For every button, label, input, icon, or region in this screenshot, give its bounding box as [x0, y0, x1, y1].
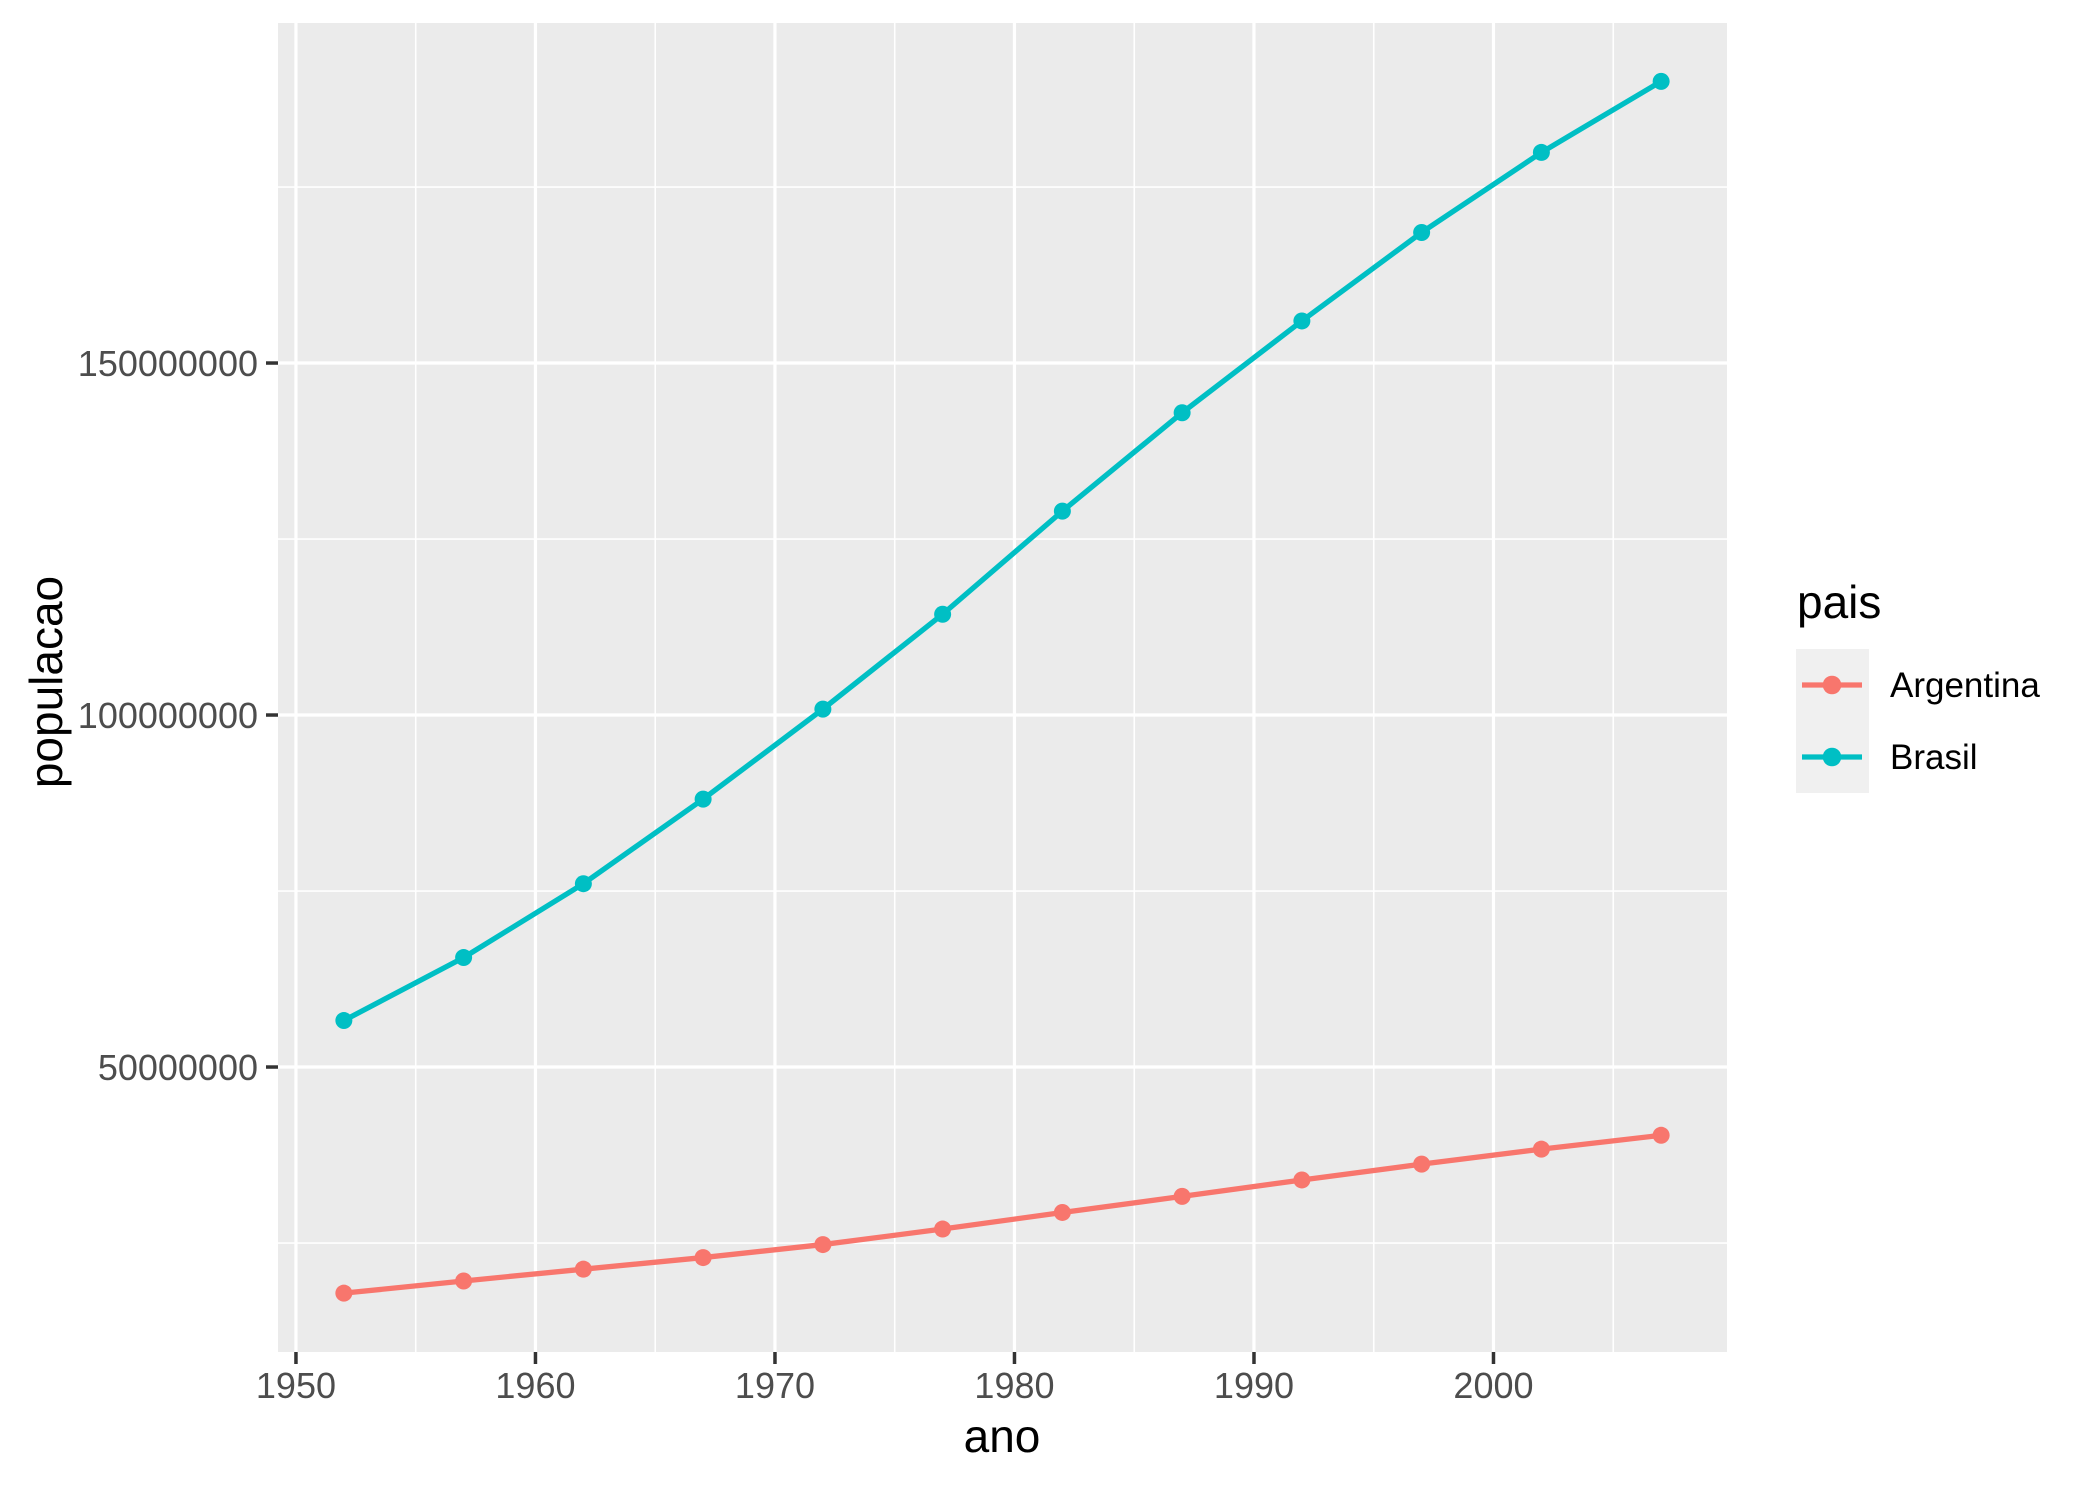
gridlines-major: [278, 23, 1727, 1352]
legend-title: pais: [1797, 576, 1881, 628]
axis-tick-marks: [266, 361, 1496, 1364]
y-tick-label: 150000000: [78, 343, 258, 384]
data-point-argentina: [1173, 1187, 1191, 1205]
data-point-argentina: [934, 1220, 952, 1238]
data-point-brasil: [574, 875, 592, 893]
data-point-argentina: [1652, 1126, 1670, 1144]
x-tick-label: 1970: [735, 1365, 815, 1406]
data-series: [335, 72, 1670, 1302]
legend: pais Argentina Brasil: [1796, 576, 2040, 793]
series-line-argentina: [343, 1132, 1662, 1296]
legend-label-argentina: Argentina: [1890, 666, 2040, 705]
x-tick-label: 1950: [256, 1365, 336, 1406]
data-point-argentina: [694, 1249, 712, 1267]
data-point-brasil: [1413, 223, 1431, 241]
data-point-argentina: [1053, 1203, 1071, 1221]
legend-label-brasil: Brasil: [1890, 738, 1978, 777]
y-tick-label: 100000000: [78, 695, 258, 736]
x-axis-title: ano: [964, 1410, 1041, 1462]
series-line-brasil: [342, 79, 1663, 1023]
data-point-brasil: [814, 700, 832, 718]
data-point-brasil: [1532, 143, 1550, 161]
y-axis-title: populacao: [20, 576, 72, 788]
legend-point-argentina-icon: [1822, 675, 1842, 695]
x-tick-label: 1990: [1214, 1365, 1294, 1406]
x-tick-label: 1960: [495, 1365, 575, 1406]
data-point-brasil: [1652, 72, 1670, 90]
data-point-argentina: [1293, 1171, 1311, 1189]
legend-point-brasil-icon: [1822, 747, 1842, 767]
data-point-brasil: [1173, 404, 1191, 422]
x-tick-label: 1980: [974, 1365, 1054, 1406]
data-point-argentina: [1413, 1155, 1431, 1173]
data-point-brasil: [1293, 312, 1311, 330]
data-point-brasil: [934, 605, 952, 623]
x-tick-label: 2000: [1453, 1365, 1533, 1406]
data-point-brasil: [455, 949, 473, 967]
data-point-argentina: [1532, 1140, 1550, 1158]
data-point-brasil: [694, 790, 712, 808]
plot-panel: [278, 23, 1727, 1352]
axis-tick-labels: 1950 1960 1970 1980 1990 2000 50000000 10000000…: [78, 343, 1534, 1406]
data-point-brasil: [335, 1012, 353, 1030]
data-point-argentina: [455, 1272, 473, 1290]
data-point-argentina: [814, 1236, 832, 1254]
data-point-brasil: [1053, 502, 1071, 520]
data-point-argentina: [335, 1284, 353, 1302]
data-point-argentina: [574, 1260, 592, 1278]
y-tick-label: 50000000: [98, 1047, 258, 1088]
